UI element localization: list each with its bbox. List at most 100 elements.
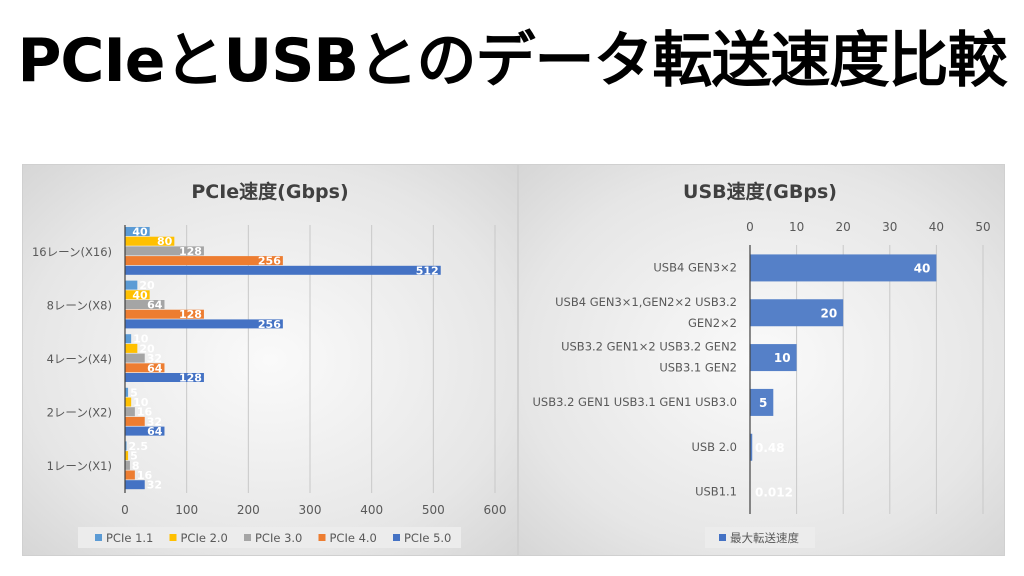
bar	[125, 265, 441, 275]
data-label: 40	[132, 289, 148, 302]
category-label: USB4 GEN3×2	[653, 260, 737, 274]
bar	[125, 407, 135, 417]
data-label: 0.48	[755, 441, 785, 455]
data-label: 256	[258, 255, 281, 268]
bar	[125, 236, 175, 246]
data-label: 20	[139, 342, 155, 355]
category-label: USB 2.0	[691, 440, 737, 454]
bar	[125, 373, 204, 382]
bar	[750, 299, 844, 327]
legend-swatch	[244, 534, 251, 541]
chart-title: PCIe速度(Gbps)	[191, 180, 348, 203]
data-label: 0.012	[755, 486, 793, 500]
bar	[750, 254, 937, 282]
pcie-chart-panel	[22, 164, 518, 556]
legend-label: PCIe 5.0	[404, 531, 451, 545]
x-tick-label: 10	[789, 220, 804, 234]
x-tick-label: 0	[746, 220, 754, 234]
page-title: PCIeとUSBとのデータ転送速度比較	[17, 26, 1007, 96]
data-label: 128	[179, 308, 202, 321]
legend-swatch	[393, 534, 400, 541]
legend-swatch	[318, 534, 326, 541]
category-label: 2レーン(X2)	[47, 406, 112, 420]
data-label: 5	[130, 450, 138, 463]
legend-label: PCIe 2.0	[181, 531, 228, 545]
data-label: 5	[759, 396, 767, 410]
bar	[125, 470, 135, 480]
legend-label: 最大転送速度	[730, 531, 799, 545]
category-label: USB3.1 GEN2	[659, 361, 737, 375]
legend-swatch	[95, 534, 102, 541]
bar	[750, 344, 797, 372]
x-tick-label: 50	[975, 220, 990, 234]
category-label: 4レーン(X4)	[47, 352, 112, 366]
chart-title: USB速度(GBps)	[683, 180, 837, 203]
x-tick-label: 400	[360, 503, 383, 517]
data-label: 16	[137, 406, 153, 419]
legend-box	[78, 527, 461, 548]
category-label: USB4 GEN3×1,GEN2×2 USB3.2	[555, 295, 737, 309]
data-label: 512	[416, 264, 439, 277]
data-label: 32	[147, 479, 162, 492]
bar	[125, 343, 138, 353]
data-label: 10	[133, 396, 149, 409]
data-label: 10	[774, 351, 791, 365]
data-label: 40	[132, 226, 148, 239]
bar	[125, 300, 165, 309]
bar	[125, 256, 283, 266]
x-tick-label: 40	[929, 220, 944, 234]
category-label: 8レーン(X8)	[47, 298, 112, 312]
bar	[125, 397, 132, 407]
bar	[125, 334, 132, 344]
data-label: 32	[147, 352, 162, 365]
data-label: 128	[179, 245, 202, 258]
category-label: USB3.2 GEN1×2 USB3.2 GEN2	[561, 340, 737, 354]
category-label: USB1.1	[695, 485, 737, 499]
data-label: 80	[157, 235, 173, 248]
bar	[125, 451, 129, 461]
data-label: 40	[914, 261, 931, 275]
bar	[125, 441, 127, 451]
legend-label: PCIe 3.0	[255, 531, 302, 545]
x-tick-label: 100	[175, 503, 198, 517]
legend-box	[705, 527, 815, 548]
data-label: 16	[137, 469, 153, 482]
category-label: 1レーン(X1)	[47, 459, 112, 473]
bar	[125, 480, 145, 490]
bar	[125, 460, 130, 470]
data-label: 8	[132, 459, 140, 472]
data-label: 128	[179, 372, 202, 385]
category-label: USB3.2 GEN1 USB3.1 GEN1 USB3.0	[532, 395, 737, 409]
bar	[125, 387, 129, 397]
bar	[125, 290, 150, 300]
bar	[125, 353, 145, 363]
bar	[125, 309, 204, 319]
legend-swatch	[719, 534, 726, 541]
data-label: 64	[147, 299, 163, 312]
bar	[125, 416, 145, 426]
bar	[125, 246, 204, 256]
data-label: 64	[147, 362, 163, 375]
bar	[750, 433, 753, 461]
x-tick-label: 200	[237, 503, 260, 517]
data-label: 256	[258, 318, 281, 331]
data-label: 20	[820, 306, 837, 320]
category-label: GEN2×2	[688, 316, 737, 330]
x-tick-label: 600	[484, 503, 507, 517]
x-tick-label: 30	[882, 220, 897, 234]
bar	[125, 363, 165, 373]
bar	[125, 280, 138, 290]
data-label: 10	[133, 333, 149, 346]
data-label: 2.5	[129, 440, 149, 453]
bar	[125, 227, 150, 236]
x-tick-label: 20	[836, 220, 851, 234]
data-label: 20	[139, 279, 155, 292]
x-tick-label: 0	[121, 503, 129, 517]
x-tick-label: 500	[422, 503, 445, 517]
x-tick-label: 300	[299, 503, 322, 517]
legend-label: PCIe 1.1	[106, 531, 153, 545]
data-label: 5	[130, 386, 138, 399]
legend-swatch	[169, 534, 177, 541]
bar	[125, 319, 283, 329]
